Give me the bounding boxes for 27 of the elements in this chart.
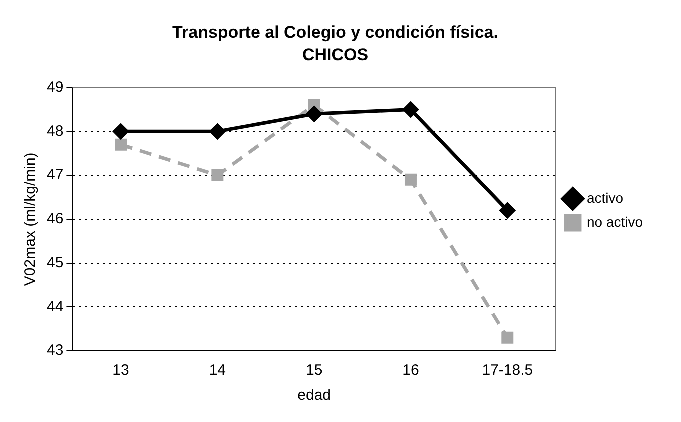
- x-tick-label: 15: [306, 362, 323, 380]
- x-axis-title: edad: [298, 387, 332, 404]
- point: [404, 174, 417, 186]
- y-tick-label: 44: [46, 298, 64, 316]
- legend-label: no activo: [586, 214, 644, 230]
- point: [113, 124, 129, 140]
- y-tick-label: 43: [46, 342, 64, 360]
- y-tick-label: 46: [46, 210, 64, 228]
- x-tick-label: 17-18.5: [482, 362, 534, 380]
- x-tick-label: 14: [209, 362, 226, 380]
- y-tick-label: 47: [46, 166, 64, 184]
- point: [403, 102, 419, 118]
- legend-label: activo: [586, 190, 624, 206]
- y-tick-label: 49: [46, 78, 64, 96]
- y-tick-label: 48: [46, 122, 64, 140]
- point: [210, 124, 226, 140]
- y-axis-title: V02max (ml/kg/min): [22, 152, 40, 286]
- point: [115, 138, 128, 151]
- y-tick-label: 45: [46, 254, 64, 272]
- point: [500, 202, 516, 218]
- chart-title: Transporte al Colegio y condición física.: [172, 22, 498, 42]
- chart-subtitle: CHICOS: [302, 45, 369, 64]
- point: [212, 170, 224, 182]
- point: [306, 106, 322, 122]
- x-tick-label: 16: [402, 362, 420, 380]
- x-tick-label: 13: [112, 362, 130, 380]
- point: [502, 332, 514, 344]
